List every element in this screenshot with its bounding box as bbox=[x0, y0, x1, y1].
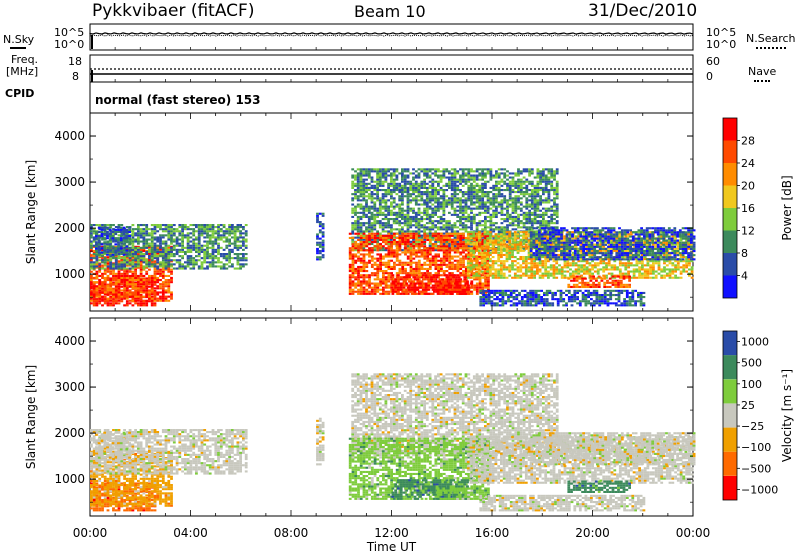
colorbar-tick-power-0: 4 bbox=[741, 270, 748, 283]
colorbar-tick-velocity-0: 1000 bbox=[741, 336, 769, 349]
x-tick-label-3: 12:00 bbox=[374, 526, 409, 540]
colorbar-tick-velocity-6: −500 bbox=[741, 462, 771, 475]
colorbar-label-power: Power [dB] bbox=[780, 175, 794, 240]
colorbar-segment-velocity-3 bbox=[723, 403, 737, 428]
colorbar-tick-power-6: 28 bbox=[741, 135, 755, 148]
x-axis-label: Time UT bbox=[366, 540, 417, 554]
nave-tick-low: 0 bbox=[706, 70, 713, 83]
colorbar-segment-power-5 bbox=[723, 163, 737, 186]
echo-cells-power bbox=[90, 168, 696, 307]
colorbar-tick-power-4: 20 bbox=[741, 180, 755, 193]
y-tick-label-power-0: 1000 bbox=[54, 267, 85, 281]
x-tick-label-4: 16:00 bbox=[475, 526, 510, 540]
colorbar-segment-velocity-4 bbox=[723, 379, 737, 404]
y-tick-label-power-2: 3000 bbox=[54, 175, 85, 189]
noise-right-tick-low: 10^0 bbox=[706, 38, 737, 51]
x-tick-label-2: 08:00 bbox=[274, 526, 309, 540]
colorbar-tick-power-5: 24 bbox=[741, 157, 755, 170]
noise-search-label: N.Search bbox=[746, 32, 796, 45]
colorbar-segment-power-2 bbox=[723, 230, 737, 253]
beam-title: Beam 10 bbox=[354, 2, 426, 21]
freq-tick-low: 8 bbox=[72, 70, 79, 83]
colorbar-tick-power-1: 8 bbox=[741, 247, 748, 260]
nave-legend-dots bbox=[754, 80, 770, 82]
nave-tick-high: 60 bbox=[706, 55, 720, 68]
cpid-label: CPID bbox=[5, 87, 35, 100]
colorbar-segment-power-7 bbox=[723, 118, 737, 141]
colorbar-segment-velocity-6 bbox=[723, 331, 737, 356]
noise-left-tick-high: 10^5 bbox=[54, 26, 85, 39]
x-tick-label-0: 00:00 bbox=[73, 526, 108, 540]
colorbar-tick-velocity-2: 100 bbox=[741, 378, 762, 391]
y-tick-label-power-1: 2000 bbox=[54, 221, 85, 235]
y-tick-label-power-3: 4000 bbox=[54, 129, 85, 143]
y-axis-label-power: Slant Range [km] bbox=[24, 160, 38, 264]
colorbar-tick-velocity-4: −25 bbox=[741, 420, 764, 433]
date-title: 31/Dec/2010 bbox=[588, 1, 698, 21]
colorbar-segment-power-3 bbox=[723, 208, 737, 231]
y-tick-label-velocity-1: 2000 bbox=[54, 426, 85, 440]
noise-right-tick-high: 10^5 bbox=[706, 26, 737, 39]
freq-tick-high: 18 bbox=[68, 55, 82, 68]
nave-label: Nave bbox=[748, 65, 777, 78]
noise-search-legend-dots bbox=[756, 47, 786, 49]
colorbar-segment-power-0 bbox=[723, 275, 737, 298]
colorbar-tick-power-2: 12 bbox=[741, 225, 755, 238]
radar-title: Pykkvibaer (fitACF) bbox=[92, 1, 255, 21]
noise-sky-legend-line bbox=[10, 47, 26, 49]
colorbar-segment-velocity-2 bbox=[723, 427, 737, 452]
noise-left-tick-low: 10^0 bbox=[54, 38, 85, 51]
x-tick-label-1: 04:00 bbox=[173, 526, 208, 540]
echo-cells-velocity bbox=[90, 373, 696, 512]
colorbar-segment-velocity-0 bbox=[723, 475, 737, 500]
cpid-text: normal (fast stereo) 153 bbox=[95, 93, 261, 107]
colorbar-segment-velocity-5 bbox=[723, 355, 737, 380]
y-axis-label-velocity: Slant Range [km] bbox=[24, 365, 38, 469]
colorbar-label-velocity: Velocity [m s⁻¹] bbox=[780, 369, 794, 462]
y-tick-label-velocity-2: 3000 bbox=[54, 380, 85, 394]
x-tick-label-5: 20:00 bbox=[575, 526, 610, 540]
freq-label: Freq. bbox=[11, 53, 39, 66]
colorbar-segment-power-4 bbox=[723, 185, 737, 208]
colorbar-segment-power-6 bbox=[723, 140, 737, 163]
colorbar-tick-power-3: 16 bbox=[741, 202, 755, 215]
y-tick-label-velocity-0: 1000 bbox=[54, 472, 85, 486]
colorbar-tick-velocity-7: −1000 bbox=[741, 483, 778, 496]
freq-unit-label: [MHz] bbox=[6, 65, 39, 78]
colorbar-segment-power-1 bbox=[723, 253, 737, 276]
colorbar-tick-velocity-1: 500 bbox=[741, 357, 762, 370]
noise-sky-label: N.Sky bbox=[3, 33, 35, 46]
y-tick-label-velocity-3: 4000 bbox=[54, 334, 85, 348]
x-tick-label-6: 00:00 bbox=[676, 526, 711, 540]
colorbar-tick-velocity-5: −100 bbox=[741, 441, 771, 454]
colorbar-tick-velocity-3: 25 bbox=[741, 399, 755, 412]
colorbar-segment-velocity-1 bbox=[723, 451, 737, 476]
